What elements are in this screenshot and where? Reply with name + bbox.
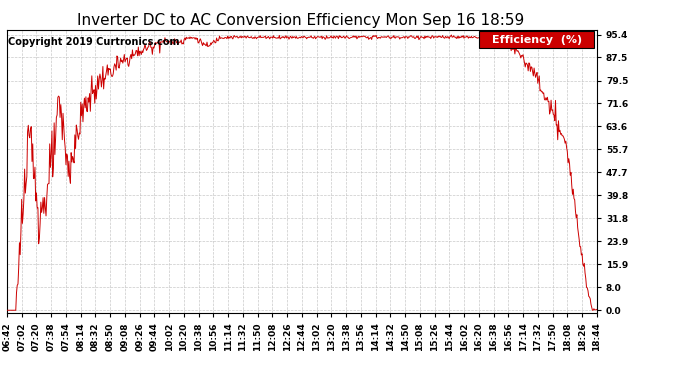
FancyBboxPatch shape bbox=[479, 32, 594, 48]
Text: Inverter DC to AC Conversion Efficiency Mon Sep 16 18:59: Inverter DC to AC Conversion Efficiency … bbox=[77, 13, 524, 28]
Text: Efficiency  (%): Efficiency (%) bbox=[491, 34, 582, 45]
Text: Copyright 2019 Curtronics.com: Copyright 2019 Curtronics.com bbox=[8, 37, 179, 47]
